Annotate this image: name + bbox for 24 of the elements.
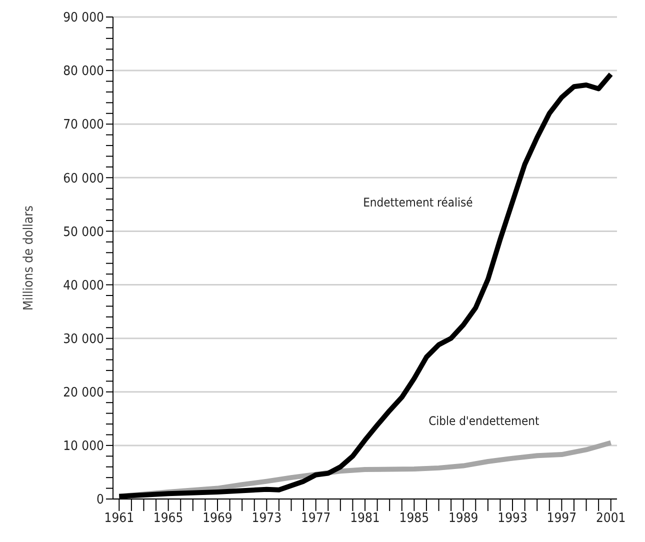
y-tick-label: 30 000 xyxy=(63,332,104,347)
y-tick-label: 70 000 xyxy=(63,118,104,133)
x-tick-label: 2001 xyxy=(596,511,626,526)
x-tick-label: 1989 xyxy=(448,511,478,526)
y-tick-label: 40 000 xyxy=(63,278,104,294)
y-axis-title: Millions de dollars xyxy=(22,206,37,310)
x-tick-label: 1965 xyxy=(153,511,184,526)
y-tick-label: 50 000 xyxy=(63,224,104,240)
x-tick-label: 1997 xyxy=(546,511,577,526)
x-tick-label: 1973 xyxy=(252,511,282,526)
x-tick-label: 1961 xyxy=(104,511,134,526)
y-tick-label: 60 000 xyxy=(63,171,104,186)
y-tick-label: 20 000 xyxy=(63,386,104,401)
text: Cible d'endettement xyxy=(428,414,540,428)
x-tick-label: 1993 xyxy=(498,511,528,526)
y-tick-label: 90 000 xyxy=(63,10,104,26)
x-tick-label: 1981 xyxy=(350,511,380,526)
x-tick-label: 1977 xyxy=(300,511,331,526)
y-tick-label: 0 xyxy=(96,492,104,508)
x-tick-label: 1985 xyxy=(399,511,430,526)
x-tick-label: 1969 xyxy=(202,511,232,526)
y-tick-label: 80 000 xyxy=(63,64,104,80)
y-tick-label: 10 000 xyxy=(63,439,104,454)
text: Endettement réalisé xyxy=(363,196,474,210)
